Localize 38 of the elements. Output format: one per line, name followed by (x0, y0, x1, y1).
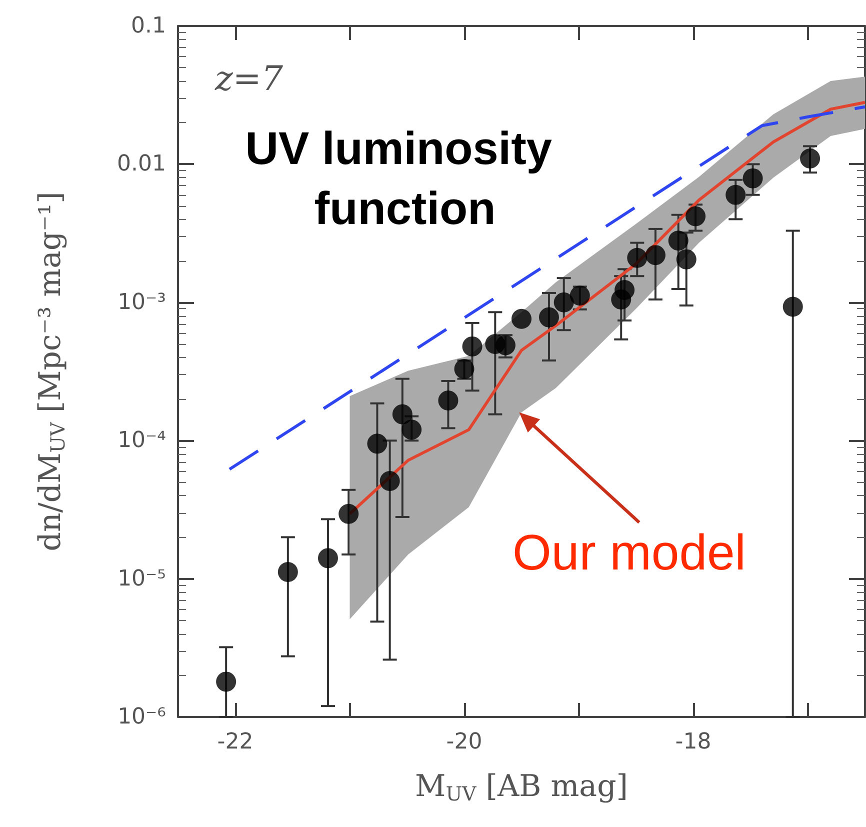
y-tick-label: 10⁻³ (118, 290, 166, 315)
y-tick-label: 10⁻⁴ (118, 428, 166, 454)
point (686, 206, 706, 226)
point (278, 562, 298, 582)
point (570, 286, 590, 306)
x-tick-label: -20 (446, 730, 482, 754)
point (338, 504, 359, 524)
point (402, 420, 422, 440)
point (539, 307, 559, 328)
y-tick-label: 10⁻⁶ (118, 704, 166, 730)
point (216, 672, 236, 692)
point (800, 148, 820, 168)
point (627, 248, 648, 268)
point (367, 434, 388, 454)
point (645, 245, 666, 266)
point (554, 292, 574, 312)
point (380, 471, 400, 492)
annotation: UV luminosity function (245, 122, 565, 234)
annotation: z=7 (214, 59, 284, 99)
point (726, 184, 746, 205)
point (512, 308, 532, 329)
point (742, 168, 763, 188)
y-tick-label: 10⁻⁵ (118, 566, 166, 592)
line-series (228, 105, 866, 471)
x-tick-label: -22 (217, 730, 254, 754)
point (462, 336, 482, 356)
y-axis-title: dn/dMUV [Mpc⁻³ mag⁻¹] (33, 192, 70, 552)
point (392, 404, 412, 424)
point (668, 230, 688, 251)
y-tick-label: 0.01 (117, 152, 166, 177)
point (676, 249, 696, 270)
y-tick-label: 0.1 (131, 14, 166, 38)
point (438, 390, 458, 411)
annotation: Our model (512, 524, 746, 580)
point (318, 548, 338, 568)
point (614, 280, 635, 300)
x-tick-label: -18 (675, 730, 712, 754)
point (782, 296, 803, 317)
